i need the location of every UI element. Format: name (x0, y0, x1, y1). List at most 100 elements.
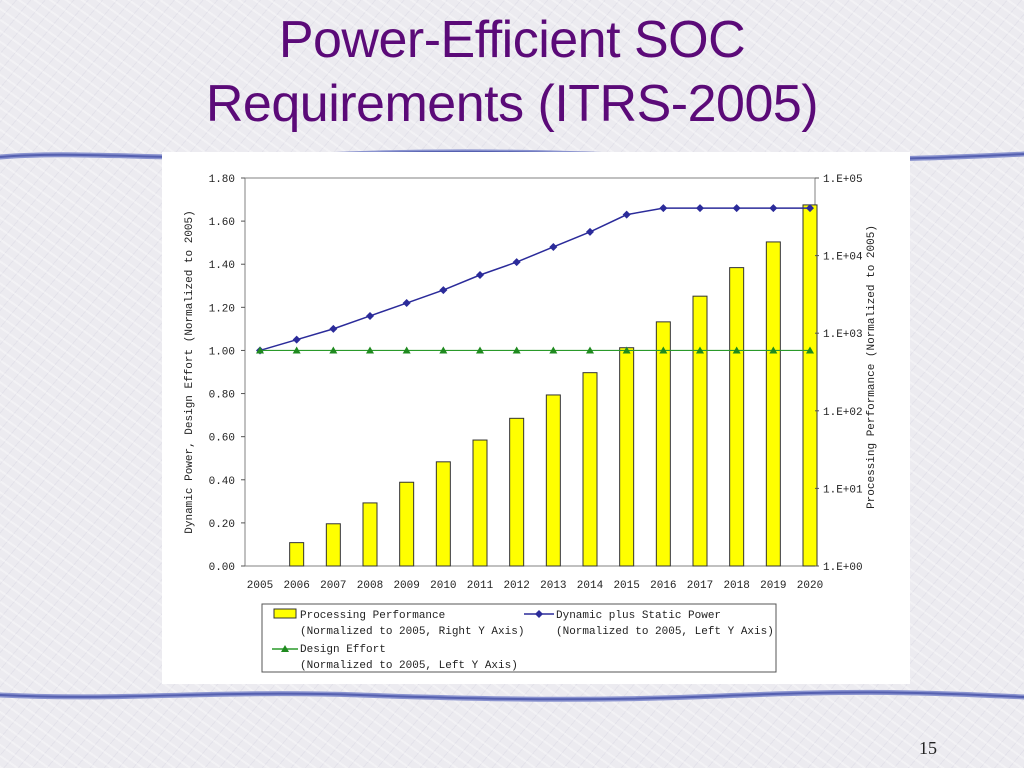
effort-point-2005 (256, 346, 264, 354)
x-tick-label: 2012 (503, 580, 529, 592)
effort-point-2011 (476, 346, 484, 354)
legend-swatch-effort-marker (281, 645, 289, 652)
right-axis-ticks: 1.E+00 1.E+01 1.E+02 1.E+03 1.E+04 1.E+05 (815, 174, 863, 574)
chart-panel: 0.00 0.20 0.40 0.60 0.80 1.00 1.20 1.40 1.60 1.80… (162, 152, 910, 684)
bar-2015 (619, 347, 635, 567)
legend-swatch-performance (273, 608, 297, 619)
legend-label-power: Dynamic plus Static Power (556, 610, 721, 622)
left-tick-label: 0.40 (209, 476, 235, 488)
page-number: 15 (919, 738, 937, 758)
bars-group (289, 204, 818, 567)
legend-label-performance: Processing Performance (300, 610, 445, 622)
bar-2008 (362, 502, 378, 567)
effort-point-2014 (586, 346, 594, 354)
left-tick-label: 1.40 (209, 260, 235, 272)
right-tick-label: 1.E+00 (823, 562, 863, 574)
bar-2006 (289, 542, 305, 567)
legend-label-effort: Design Effort (300, 644, 386, 656)
legend: Processing Performance (Normalized to 20… (261, 603, 777, 673)
power-point-2008 (366, 311, 374, 320)
legend-box (261, 603, 777, 673)
left-tick-label: 1.80 (209, 174, 235, 186)
effort-point-2012 (512, 346, 521, 354)
bar-2007 (325, 523, 341, 567)
legend-note-power: (Normalized to 2005, Left Y Axis) (556, 626, 774, 638)
left-tick-label: 0.80 (209, 390, 235, 402)
bar-2014 (582, 372, 598, 567)
right-tick-label: 1.E+02 (823, 407, 863, 419)
legend-swatch-power-marker (535, 610, 543, 618)
right-tick-label: 1.E+05 (823, 174, 863, 186)
x-tick-label: 2007 (320, 580, 346, 592)
right-tick-label: 1.E+01 (823, 484, 863, 496)
legend-note-performance: (Normalized to 2005, Right Y Axis) (300, 626, 524, 638)
power-point-2007 (329, 324, 338, 333)
x-tick-label: 2006 (283, 580, 309, 592)
bar-2018 (729, 267, 745, 567)
bar-2019 (765, 241, 781, 567)
effort-point-2008 (366, 346, 374, 354)
power-point-2010 (439, 286, 448, 295)
bar-2017 (692, 295, 708, 567)
x-tick-label: 2013 (540, 580, 566, 592)
bottom-divider-rule (0, 688, 1024, 704)
x-tick-label: 2017 (687, 580, 713, 592)
x-tick-label: 2005 (247, 580, 273, 592)
left-tick-label: 1.60 (209, 217, 235, 229)
power-point-2009 (402, 299, 411, 308)
x-tick-label: 2011 (467, 580, 494, 592)
bar-2020 (802, 204, 818, 567)
x-tick-label: 2010 (430, 580, 456, 592)
effort-point-2010 (439, 346, 448, 354)
bar-2009 (399, 481, 415, 567)
x-tick-label: 2015 (613, 580, 639, 592)
bar-2013 (545, 394, 561, 567)
effort-point-2013 (549, 346, 558, 354)
x-tick-label: 2008 (357, 580, 383, 592)
power-point-2020 (806, 204, 814, 213)
left-axis-ticks: 0.00 0.20 0.40 0.60 0.80 1.00 1.20 1.40 1.60 1.80 (209, 174, 245, 574)
power-point-2013 (549, 242, 558, 251)
right-tick-label: 1.E+03 (823, 329, 863, 341)
power-point-2011 (476, 271, 484, 279)
power-point-2017 (696, 204, 704, 213)
right-axis-label: Processing Performance (Normalized to 20… (866, 225, 878, 509)
x-tick-label: 2018 (723, 580, 749, 592)
bar-2010 (435, 461, 451, 567)
left-tick-label: 1.20 (209, 303, 235, 315)
left-tick-label: 0.20 (209, 519, 235, 531)
x-tick-label: 2009 (393, 580, 419, 592)
power-point-2015 (622, 210, 631, 219)
power-line (259, 207, 810, 352)
left-axis-label: Dynamic Power, Design Effort (Normalized… (184, 210, 196, 533)
slide-title-line-2: Requirements (ITRS-2005) (205, 75, 819, 133)
legend-note-effort: (Normalized to 2005, Left Y Axis) (300, 660, 518, 672)
effort-point-2016 (659, 346, 668, 354)
power-point-2019 (769, 204, 778, 213)
bar-2016 (655, 321, 671, 567)
left-tick-label: 0.00 (209, 562, 235, 574)
plot-area (244, 177, 816, 567)
power-point-2006 (292, 335, 301, 344)
left-tick-label: 0.60 (209, 433, 235, 445)
effort-point-2020 (806, 346, 814, 354)
x-tick-label: 2020 (797, 580, 823, 592)
x-tick-label: 2016 (650, 580, 676, 592)
effort-point-2006 (292, 346, 301, 354)
right-tick-label: 1.E+04 (823, 252, 863, 264)
itrs-chart: 0.00 0.20 0.40 0.60 0.80 1.00 1.20 1.40 1.60 1.80… (184, 174, 878, 673)
effort-point-2007 (329, 346, 338, 354)
power-point-2016 (659, 204, 668, 213)
effort-point-2009 (402, 346, 411, 354)
effort-point-2015 (622, 346, 631, 354)
effort-line-group (256, 346, 814, 354)
power-point-2018 (732, 204, 741, 213)
x-tick-label: 2019 (760, 580, 786, 592)
power-point-2014 (586, 227, 594, 236)
effort-point-2017 (696, 346, 704, 354)
power-line-group (256, 204, 814, 355)
bar-2011 (472, 439, 488, 567)
x-axis-ticks: 2005 2006 2007 2008 2009 2010 2011 2012 2013 2014… (247, 580, 823, 592)
slide-title: Power-Efficient SOC Requirements (ITRS-2… (0, 8, 1024, 136)
effort-point-2018 (732, 346, 741, 354)
